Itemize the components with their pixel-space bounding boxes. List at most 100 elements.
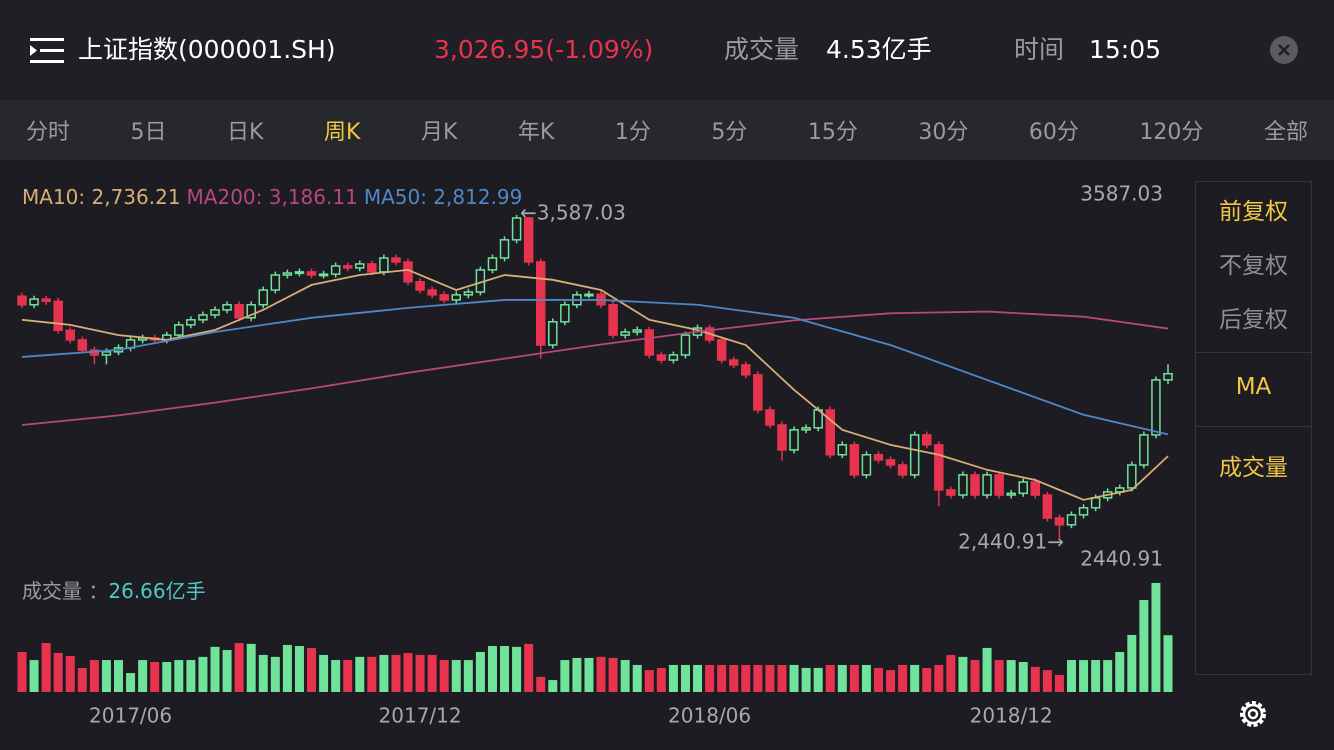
candle-body [234,304,244,319]
volume-bar [174,660,184,692]
candle-body [330,265,341,275]
volume-bar [451,660,461,692]
candle-body [741,364,751,376]
volume-bar [789,664,799,692]
period-tabs: 分时 5日 日K 周K 月K 年K 1分 5分 15分 30分 60分 120分 全部 [0,100,1334,160]
volume-bar [198,656,208,692]
menu-icon[interactable] [30,36,64,66]
volume-bar [1091,660,1101,692]
volume-bar [29,660,39,692]
volume-bar [620,660,630,692]
panel-option[interactable]: 前复权 [1219,199,1288,225]
close-button[interactable] [1270,36,1298,64]
tab[interactable]: 分时 [26,120,71,145]
volume-bar [668,664,678,692]
candle-body [101,351,112,356]
panel-option[interactable]: 成交量 [1219,455,1288,481]
candle-body [849,444,860,476]
volume-bar [391,654,401,692]
candle-body [17,295,27,306]
volume-bar [234,643,244,692]
volume-bar [560,660,570,692]
candle-body [909,434,920,476]
volume-bar [886,670,896,692]
panel-option[interactable]: MA [1235,374,1272,400]
ma-legend-item: MA10: 2,736.21 [22,185,181,209]
title: 上证指数(000001.SH) [78,35,336,64]
candle-body [970,474,980,496]
candle-body [728,359,739,366]
volume-bar [753,664,763,692]
tab[interactable]: 日K [227,120,264,145]
candle-body [982,474,992,496]
candle-body [355,263,365,269]
volume-bar [331,660,341,692]
panel-option[interactable]: 不复权 [1219,253,1288,279]
candle-body [958,474,968,496]
candle-body [246,304,256,319]
ma-legend-item: MA200: 3,186.11 [187,185,358,209]
candle-body [1127,464,1137,489]
candle-body [560,304,570,323]
candle-body [186,319,196,326]
candle-body [427,289,437,296]
volume-bar [970,660,980,692]
tab[interactable]: 15分 [807,120,858,145]
ma-legend: MA10: 2,736.21 MA200: 3,186.11 MA50: 2,812… [22,185,522,209]
tab[interactable]: 年K [517,120,555,145]
candle-body [282,272,293,276]
volume-bar [126,673,136,692]
volume-bar [186,660,196,692]
volume-bar [138,660,148,692]
tab[interactable]: 30分 [918,120,969,145]
tab[interactable]: 月K [420,120,458,145]
candle-body [391,257,401,263]
tab[interactable]: 5日 [130,120,167,145]
volume-bar [536,676,546,692]
candle-body [946,489,956,496]
volume-bar [801,667,811,692]
volume-bar [210,646,220,692]
volume-bar [825,664,835,692]
ma-line [21,310,1169,426]
volume-bar [958,656,968,692]
candle-body [1030,481,1041,496]
tab[interactable]: 全部 [1263,120,1308,145]
candle-body [258,289,269,306]
candle-body [535,261,546,346]
volume-bar [439,660,449,692]
tab[interactable]: 120分 [1139,120,1204,145]
volume-bar [1127,634,1137,692]
candle-body [837,444,848,456]
candle-body [29,298,39,306]
candle-body [210,309,220,316]
panel-option[interactable]: 后复权 [1219,307,1288,333]
volume-bar [1115,651,1125,692]
max-price-label: 3587.03 [1080,182,1163,206]
volume-bar [680,664,690,692]
candle-body [1151,379,1161,436]
candle-body [716,339,727,361]
volume-bar [994,660,1004,692]
candle-body [548,321,558,346]
candle-body [765,409,775,426]
volume-bar [910,664,920,692]
tab[interactable]: 1分 [614,120,651,145]
volume-bar [367,656,377,692]
candle-body [1078,507,1089,516]
volume-bar [813,667,823,692]
time-label: 时间 [1014,35,1065,64]
volume-bar [1030,666,1040,692]
candle-body [921,434,932,446]
volume-bar [705,664,715,692]
tab[interactable]: 5分 [711,120,748,145]
tab[interactable]: 周K [324,120,361,145]
ma-legend-item: MA50: 2,812.99 [364,185,523,209]
volume-bar [89,660,99,692]
candle-body [511,217,522,241]
settings-icon[interactable] [1240,701,1266,727]
volume-bar [693,664,703,692]
tab[interactable]: 60分 [1028,120,1079,145]
volume-bar [258,654,268,692]
